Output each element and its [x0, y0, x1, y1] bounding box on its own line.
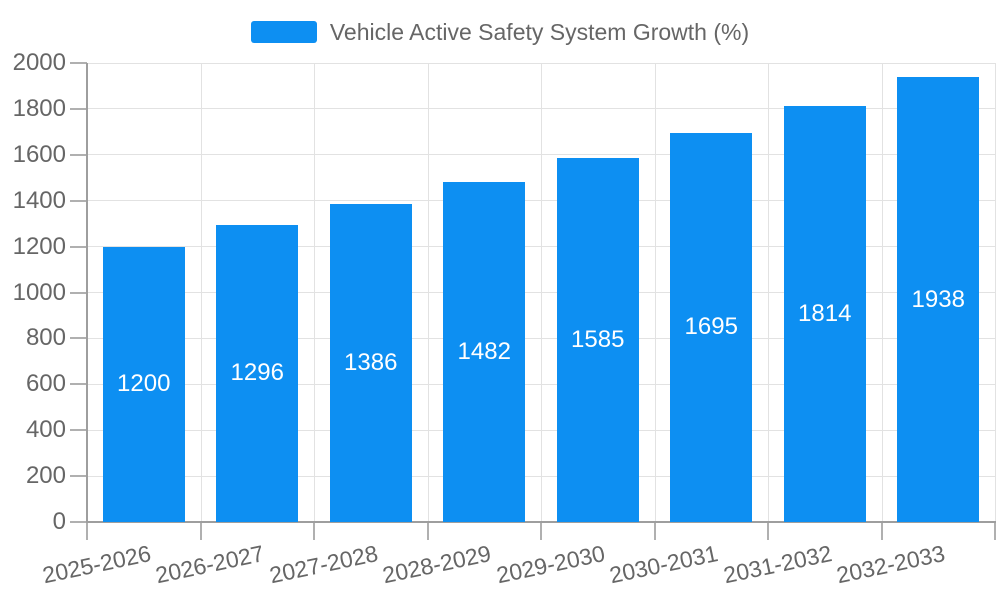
x-axis-label: 2025-2026: [39, 540, 153, 589]
bar-value-label: 1296: [230, 359, 284, 387]
y-axis-tick: [70, 429, 87, 432]
gridline-vertical: [995, 63, 996, 522]
gridline-vertical: [200, 63, 202, 522]
gridline-vertical: [768, 63, 769, 522]
y-axis-label: 800: [25, 324, 66, 352]
x-axis-line: [86, 521, 996, 523]
gridline-vertical: [881, 63, 883, 522]
y-axis-tick: [70, 199, 87, 202]
y-axis-label: 0: [52, 508, 66, 535]
x-axis-tick: [653, 522, 656, 540]
y-axis-label: 1800: [12, 94, 66, 122]
y-axis-tick: [70, 291, 87, 294]
gridline-vertical: [654, 63, 656, 522]
gridline-vertical: [314, 63, 315, 522]
bar-value-label: 1938: [911, 285, 965, 313]
bar[interactable]: 1296: [216, 224, 299, 522]
y-axis-line: [86, 63, 88, 522]
y-axis-label: 200: [25, 462, 66, 490]
y-axis-label: 1600: [12, 140, 66, 168]
y-axis-tick: [70, 107, 87, 110]
y-axis-tick: [70, 153, 87, 156]
y-axis-tick: [70, 245, 87, 248]
bar-value-label: 1386: [344, 348, 398, 376]
y-axis-tick: [70, 475, 87, 478]
bar[interactable]: 1386: [329, 203, 412, 522]
bar[interactable]: 1814: [783, 105, 866, 522]
bar-value-label: 1814: [798, 299, 852, 327]
x-axis-tick: [540, 522, 542, 540]
x-axis-label: 2032-2033: [834, 540, 948, 589]
bar-value-label: 1695: [684, 313, 738, 341]
x-axis-label: 2026-2027: [153, 540, 267, 589]
y-axis-label: 2000: [12, 49, 66, 76]
x-axis-label: 2029-2030: [493, 540, 607, 589]
x-axis-tick: [880, 522, 883, 540]
x-axis-tick: [994, 522, 996, 540]
bar-value-label: 1585: [571, 326, 625, 354]
x-axis-label: 2027-2028: [266, 540, 380, 589]
x-axis-tick: [767, 522, 769, 540]
bar-value-label: 1200: [117, 370, 171, 398]
bar-value-label: 1482: [457, 337, 511, 365]
y-axis-label: 600: [25, 370, 66, 398]
x-axis-label: 2028-2029: [380, 540, 494, 589]
y-axis-tick: [70, 62, 87, 64]
x-axis-label: 2030-2031: [607, 540, 721, 589]
y-axis-tick: [70, 521, 87, 523]
y-axis-label: 1200: [12, 232, 66, 260]
y-axis-label: 1000: [12, 278, 66, 306]
x-axis-tick: [86, 522, 88, 540]
legend-label: Vehicle Active Safety System Growth (%): [329, 19, 750, 45]
x-axis-label: 2031-2032: [720, 540, 834, 589]
gridline-vertical: [427, 63, 429, 522]
bar[interactable]: 1482: [443, 181, 526, 522]
bar[interactable]: 1695: [670, 132, 753, 522]
y-axis-label: 400: [25, 416, 66, 444]
y-axis-tick: [70, 337, 87, 340]
x-axis-tick: [199, 522, 202, 540]
bar[interactable]: 1585: [556, 158, 639, 522]
x-axis-tick: [426, 522, 429, 540]
bar[interactable]: 1200: [102, 246, 185, 522]
gridline-vertical: [541, 63, 542, 522]
x-axis-tick: [313, 522, 315, 540]
y-axis-label: 1400: [12, 186, 66, 214]
y-axis-tick: [70, 383, 87, 386]
legend-swatch: [250, 21, 317, 43]
legend-item[interactable]: Vehicle Active Safety System Growth (%): [0, 20, 1000, 44]
bar[interactable]: 1938: [897, 77, 980, 522]
